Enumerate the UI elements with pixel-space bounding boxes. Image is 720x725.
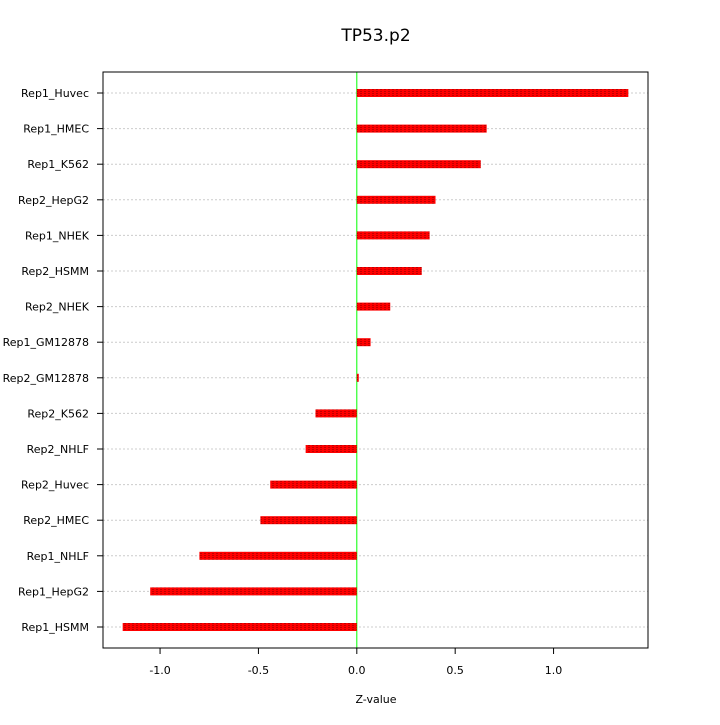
category-label: Rep2_GM12878	[3, 372, 89, 385]
bar	[356, 373, 359, 382]
category-label: Rep1_Huvec	[21, 87, 89, 100]
category-label: Rep1_K562	[27, 158, 89, 171]
x-tick-label: 0.0	[348, 664, 366, 677]
x-tick-label: -0.5	[248, 664, 269, 677]
category-label: Rep2_K562	[27, 407, 89, 420]
bar	[315, 409, 357, 418]
category-label: Rep2_HSMM	[21, 265, 89, 278]
bar	[260, 516, 357, 525]
category-label: Rep1_HepG2	[18, 585, 89, 598]
category-label: Rep2_HMEC	[23, 514, 89, 527]
x-tick-label: 0.5	[446, 664, 464, 677]
bar	[150, 587, 357, 596]
x-axis-label: Z-value	[355, 693, 396, 706]
bar	[356, 267, 422, 275]
bar	[270, 480, 357, 489]
category-label: Rep2_NHEK	[25, 301, 90, 314]
bar	[356, 160, 481, 169]
category-label: Rep1_NHEK	[25, 229, 90, 242]
bar	[356, 338, 371, 347]
chart-title: TP53.p2	[340, 26, 410, 46]
x-tick-label: 1.0	[545, 664, 563, 677]
category-label: Rep1_GM12878	[3, 336, 89, 349]
plot-area: Rep1_Huvec Rep1_HMEC Rep1_K562 Rep2_HepG2 Re…	[3, 71, 649, 677]
bar	[122, 623, 357, 631]
category-label: Rep1_HSMM	[21, 621, 89, 634]
bar	[356, 302, 391, 311]
bar	[356, 231, 430, 240]
bar	[356, 89, 629, 97]
x-tick-label: -1.0	[149, 664, 170, 677]
category-label: Rep1_NHLF	[27, 550, 89, 563]
plot-frame	[102, 71, 649, 649]
category-label: Rep2_HepG2	[18, 194, 89, 207]
category-label: Rep2_Huvec	[21, 479, 89, 492]
category-label: Rep2_NHLF	[27, 443, 89, 456]
bar	[199, 551, 357, 560]
bar	[305, 445, 357, 453]
bar	[356, 124, 487, 133]
bar	[356, 195, 436, 204]
category-label: Rep1_HMEC	[23, 123, 89, 136]
